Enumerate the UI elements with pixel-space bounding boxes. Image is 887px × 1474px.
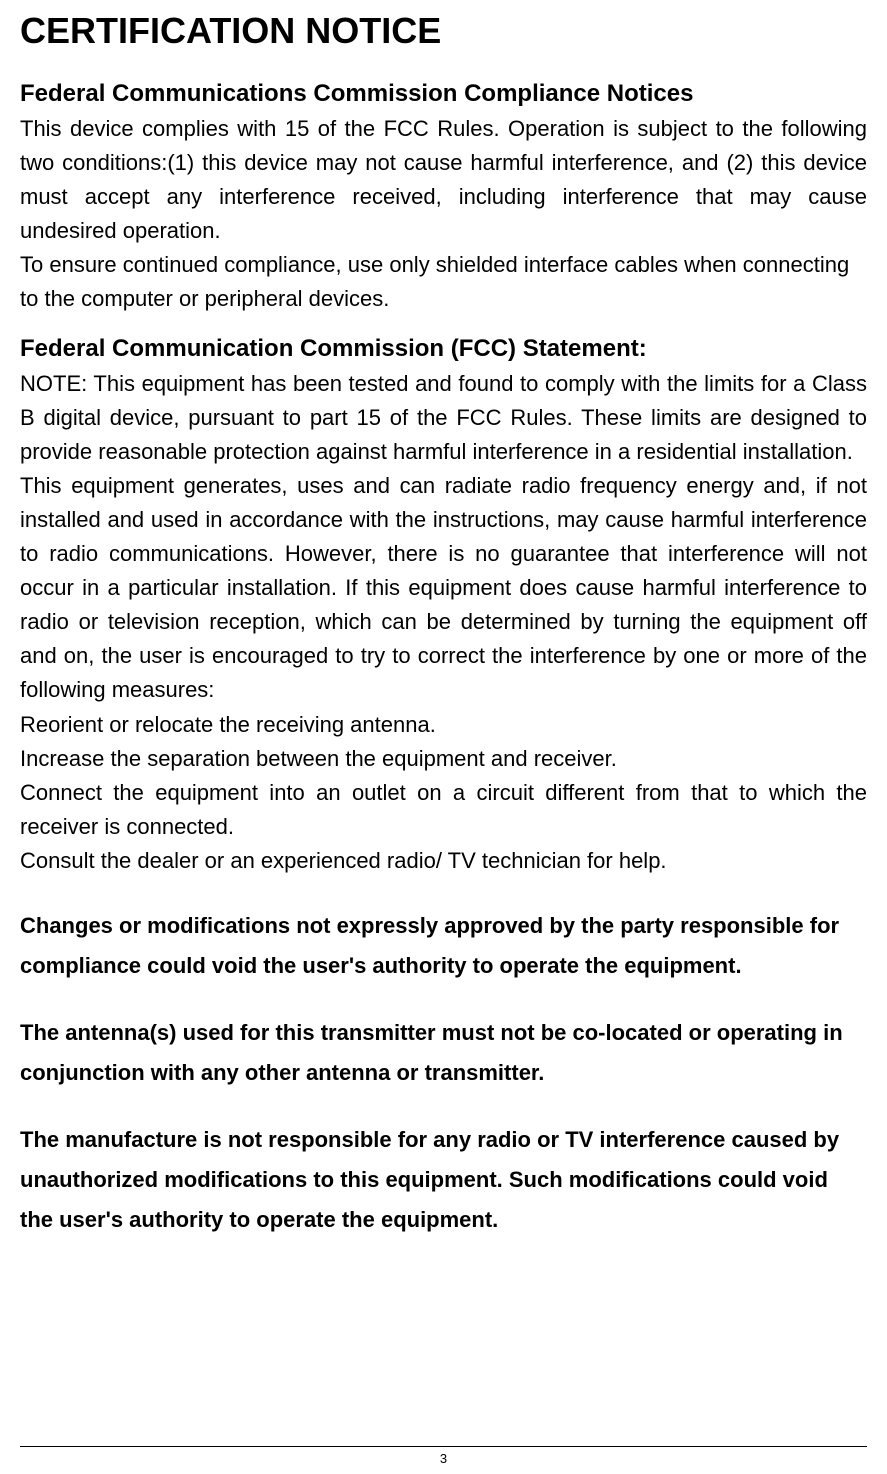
section2-item2: Increase the separation between the equi… <box>20 742 867 776</box>
section2-item3: Connect the equipment into an outlet on … <box>20 776 867 844</box>
section1-heading: Federal Communications Commission Compli… <box>20 80 867 108</box>
section1-para1: This device complies with 15 of the FCC … <box>20 112 867 248</box>
bold-notice-2: The antenna(s) used for this transmitter… <box>20 1013 867 1092</box>
section2-item1: Reorient or relocate the receiving anten… <box>20 708 867 742</box>
page-footer: 3 <box>20 1446 867 1474</box>
bold-notice-1: Changes or modifications not expressly a… <box>20 906 867 985</box>
section1-para2: To ensure continued compliance, use only… <box>20 248 867 316</box>
section2-para1: NOTE: This equipment has been tested and… <box>20 367 867 469</box>
section2-item4: Consult the dealer or an experienced rad… <box>20 844 867 878</box>
page-number: 3 <box>440 1451 447 1466</box>
page-title: CERTIFICATION NOTICE <box>20 10 867 52</box>
section2-para2: This equipment generates, uses and can r… <box>20 469 867 708</box>
section2-heading: Federal Communication Commission (FCC) S… <box>20 335 867 363</box>
bold-notice-3: The manufacture is not responsible for a… <box>20 1120 867 1239</box>
